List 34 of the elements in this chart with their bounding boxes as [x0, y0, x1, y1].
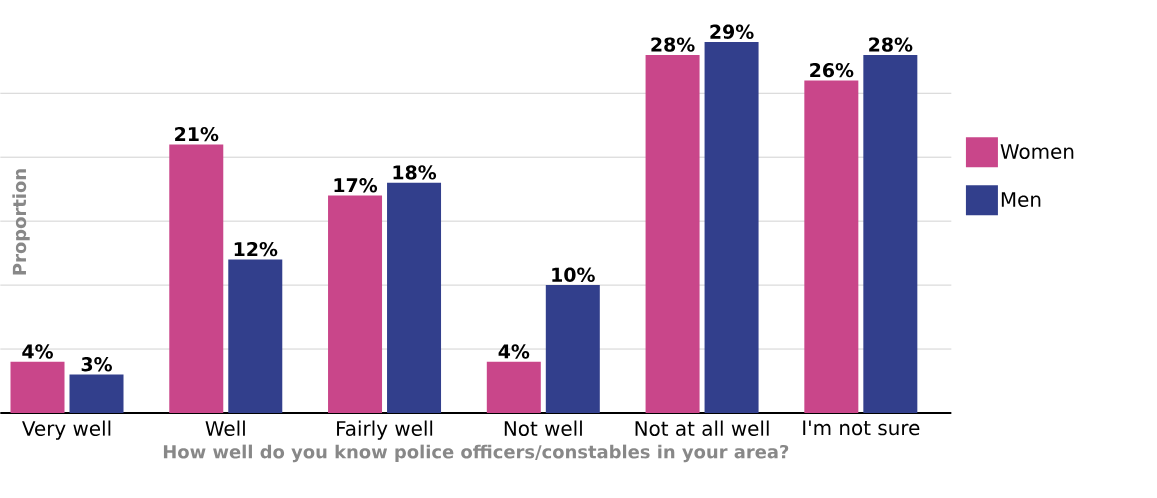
data-label: 29%: [710, 24, 754, 39]
bar: [328, 195, 383, 413]
bar: [228, 259, 283, 413]
bar: [704, 42, 759, 413]
data-label: 21%: [175, 126, 219, 142]
bar: [10, 361, 65, 413]
legend-label: Women: [1000, 144, 1074, 159]
data-label: 28%: [651, 37, 695, 52]
bar: [804, 80, 859, 413]
data-label: 10%: [552, 267, 595, 282]
bar: [863, 54, 918, 413]
bar: [387, 182, 442, 413]
x-tick-label: Very well: [22, 420, 111, 440]
data-label: 4%: [22, 344, 53, 359]
data-label: 17%: [334, 178, 378, 193]
data-label: 18%: [393, 165, 437, 180]
legend-label: Men: [1001, 192, 1041, 207]
x-tick-label: I'm not sure: [803, 420, 920, 436]
bar: [645, 54, 700, 413]
bar: [69, 374, 124, 413]
y-axis-title: Proportion: [12, 169, 30, 275]
x-tick-label: Not at all well: [635, 420, 769, 436]
x-tick-label: Fairly well: [337, 420, 433, 440]
data-label: 26%: [810, 62, 854, 78]
bar: [169, 144, 224, 413]
x-axis-title: How well do you know police officers/constables in your area?: [163, 444, 789, 463]
data-label: 4%: [498, 344, 530, 359]
x-tick-label: Well: [205, 420, 245, 436]
x-tick-label: Not well: [504, 420, 582, 436]
data-label: 3%: [81, 357, 112, 372]
data-label: 12%: [234, 242, 278, 257]
bar: [486, 361, 541, 413]
data-label: 28%: [869, 37, 913, 52]
bar: [545, 285, 600, 413]
